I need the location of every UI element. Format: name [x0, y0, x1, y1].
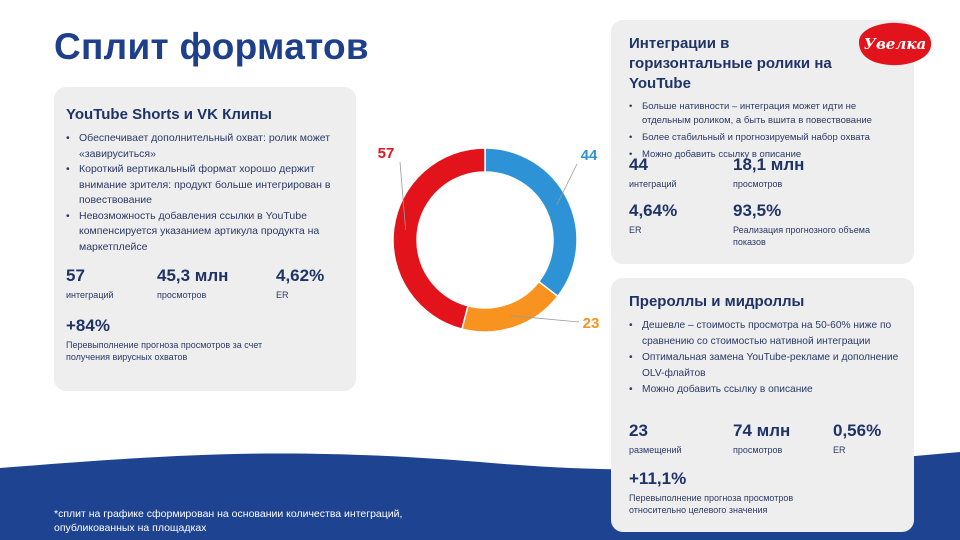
shorts-stat-er: 4,62% ER — [276, 266, 325, 300]
shorts-stat-integrations: 57 интеграций — [66, 266, 114, 300]
slice-preroll — [461, 280, 559, 333]
shorts-stat-views: 45,3 млн просмотров — [157, 266, 229, 300]
format-split-donut-chart: 44 23 57 — [378, 145, 600, 333]
shorts-overperformance: +84% Перевыполнение прогноза просмотров … — [66, 316, 263, 362]
preroll-stat-placements: 23 размещений — [629, 421, 682, 455]
horizontal-stat-forecast: 93,5% Реализация прогнозного объема пока… — [733, 201, 871, 247]
label-preroll: 23 — [583, 315, 600, 332]
leader-line — [510, 315, 580, 323]
list-item: Можно добавить ссылку в описание — [629, 382, 900, 398]
label-shorts: 57 — [378, 145, 395, 162]
shorts-card: YouTube Shorts и VK Клипы Обеспечивает д… — [54, 87, 356, 391]
slice-horizontal — [484, 147, 578, 298]
leader-line — [556, 163, 578, 205]
leader-line — [399, 161, 407, 230]
shorts-title: YouTube Shorts и VK Клипы — [66, 106, 272, 123]
horizontal-stat-integrations: 44 интеграций — [629, 155, 677, 189]
list-item: Более стабильный и прогнозируемый набор … — [629, 131, 900, 145]
page-title: Сплит форматов — [54, 26, 369, 67]
list-item: Обеспечивает дополнительный охват: ролик… — [66, 131, 344, 162]
footnote: *сплит на графике сформирован на основан… — [54, 508, 403, 534]
horizontal-bullets: Больше нативности – интеграция может идт… — [629, 100, 900, 162]
list-item: Оптимальная замена YouTube-рекламе и доп… — [629, 350, 900, 381]
slice-shorts — [392, 147, 486, 330]
uvelka-logo: Увелка — [859, 22, 932, 66]
list-item: Больше нативности – интеграция может идт… — [629, 100, 900, 128]
horizontal-stat-views: 18,1 млн просмотров — [733, 155, 805, 189]
preroll-bullets: Дешевле – стоимость просмотра на 50-60% … — [629, 318, 900, 398]
label-horizontal: 44 — [581, 147, 598, 164]
horizontal-title: Интеграции в горизонтальные ролики на Yo… — [629, 35, 832, 92]
list-item: Дешевле – стоимость просмотра на 50-60% … — [629, 318, 900, 349]
preroll-card: Прероллы и мидроллы Дешевле – стоимость … — [611, 278, 914, 532]
horizontal-stat-er: 4,64% ER — [629, 201, 678, 235]
preroll-stat-views: 74 млн просмотров — [733, 421, 791, 455]
list-item: Можно добавить ссылку в описание — [629, 148, 900, 162]
preroll-overperformance: +11,1% Перевыполнение прогноза просмотро… — [629, 469, 794, 515]
shorts-bullets: Обеспечивает дополнительный охват: ролик… — [66, 131, 344, 255]
horizontal-card: Интеграции в горизонтальные ролики на Yo… — [611, 20, 914, 264]
list-item: Короткий вертикальный формат хорошо держ… — [66, 162, 344, 209]
list-item: Невозможность добавления ссылки в YouTub… — [66, 209, 344, 256]
preroll-stat-er: 0,56% ER — [833, 421, 882, 455]
preroll-title: Прероллы и мидроллы — [629, 293, 805, 310]
logo-text: Увелка — [864, 35, 926, 53]
